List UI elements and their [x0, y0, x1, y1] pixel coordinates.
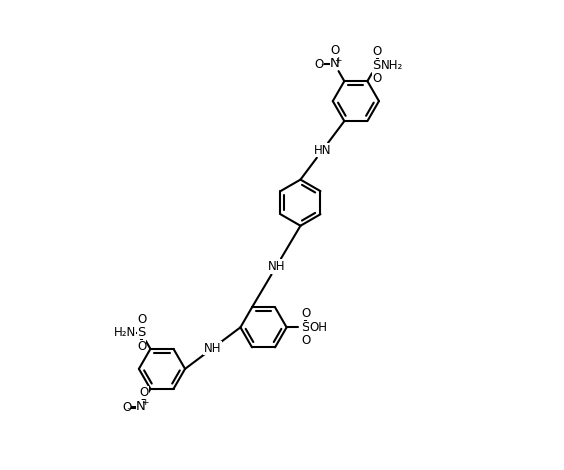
- Text: S: S: [372, 59, 381, 71]
- Text: OH: OH: [310, 321, 328, 334]
- Text: O: O: [301, 334, 310, 347]
- Text: +: +: [334, 55, 342, 64]
- Text: HN: HN: [314, 144, 331, 157]
- Text: O: O: [372, 45, 382, 58]
- Text: +: +: [140, 398, 148, 407]
- Text: NH₂: NH₂: [381, 59, 403, 71]
- Text: O: O: [301, 307, 310, 321]
- Text: O: O: [137, 313, 146, 326]
- Text: O: O: [372, 72, 382, 85]
- Text: O: O: [331, 44, 340, 56]
- Text: O: O: [137, 340, 146, 353]
- Text: N: N: [329, 57, 340, 70]
- Text: O: O: [315, 58, 324, 71]
- Text: S: S: [301, 321, 309, 334]
- Text: H₂N: H₂N: [114, 326, 136, 339]
- Text: ⁻: ⁻: [126, 405, 133, 418]
- Text: O: O: [140, 386, 149, 399]
- Text: NH: NH: [204, 342, 222, 354]
- Text: ⁻: ⁻: [320, 62, 326, 75]
- Text: N: N: [135, 400, 146, 413]
- Text: S: S: [137, 326, 146, 339]
- Text: O: O: [122, 401, 131, 415]
- Text: NH: NH: [267, 260, 285, 273]
